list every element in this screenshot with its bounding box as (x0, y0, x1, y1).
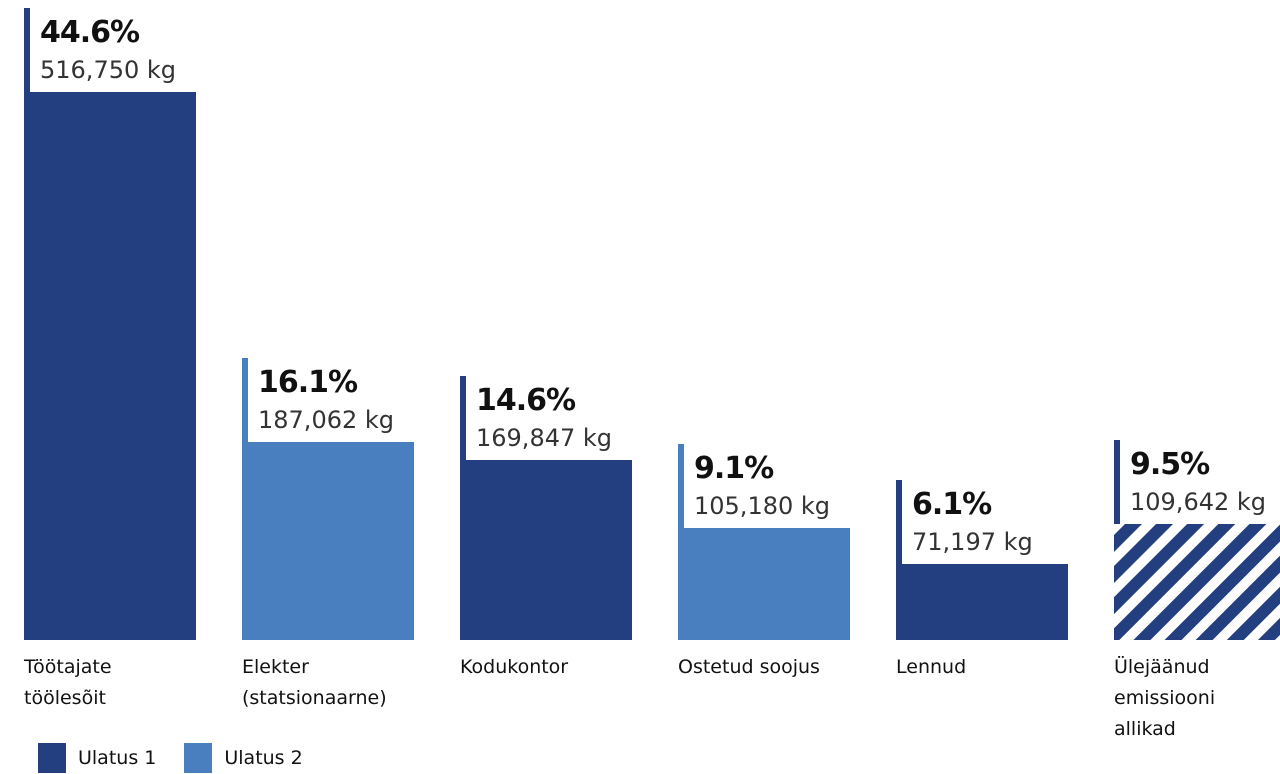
legend-swatch-ulatus-1 (38, 743, 66, 773)
legend-swatch-ulatus-2 (184, 743, 213, 773)
bar (896, 564, 1068, 640)
percent-label: 9.5% (1130, 447, 1210, 482)
category-label: Ostetud soojus (678, 656, 820, 678)
bar-leader-line (242, 358, 248, 442)
value-label: 109,642 kg (1130, 488, 1266, 516)
percent-label: 9.1% (694, 451, 774, 486)
bar (1114, 524, 1280, 640)
legend-item-ulatus-1: Ulatus 1 (38, 743, 156, 773)
bars-layer: 44.6% 516,750 kg 16.1% 187,062 kg 14.6% 169,8… (24, 8, 1280, 640)
bar-leader-line (896, 480, 902, 564)
bar (460, 460, 632, 640)
value-label: 71,197 kg (912, 528, 1033, 556)
percent-label: 14.6% (476, 383, 576, 418)
percent-label: 16.1% (258, 365, 358, 400)
value-label: 105,180 kg (694, 492, 830, 520)
legend-label-ulatus-1: Ulatus 1 (78, 747, 157, 769)
percent-label: 44.6% (40, 15, 140, 50)
value-label: 516,750 kg (40, 56, 176, 84)
legend: Ulatus 1 Ulatus 2 (38, 742, 331, 774)
bar-leader-line (678, 444, 684, 528)
legend-item-ulatus-2: Ulatus 2 (184, 743, 303, 773)
value-label: 187,062 kg (258, 406, 394, 434)
value-label: 169,847 kg (476, 424, 612, 452)
bar (242, 442, 414, 640)
category-label: Töötajate töölesõit (24, 656, 112, 709)
bar (678, 528, 850, 640)
category-label: Ülejäänud emissiooni allikad (1114, 656, 1216, 740)
bar (24, 92, 196, 640)
percent-label: 6.1% (912, 487, 992, 522)
category-label: Elekter (statsionaarne) (242, 656, 387, 709)
category-label: Kodukontor (460, 656, 569, 678)
bar-leader-line (460, 376, 466, 460)
category-label: Lennud (896, 656, 967, 678)
bar-leader-line (1114, 440, 1120, 524)
legend-label-ulatus-2: Ulatus 2 (224, 747, 303, 769)
bar-leader-line (24, 8, 30, 92)
